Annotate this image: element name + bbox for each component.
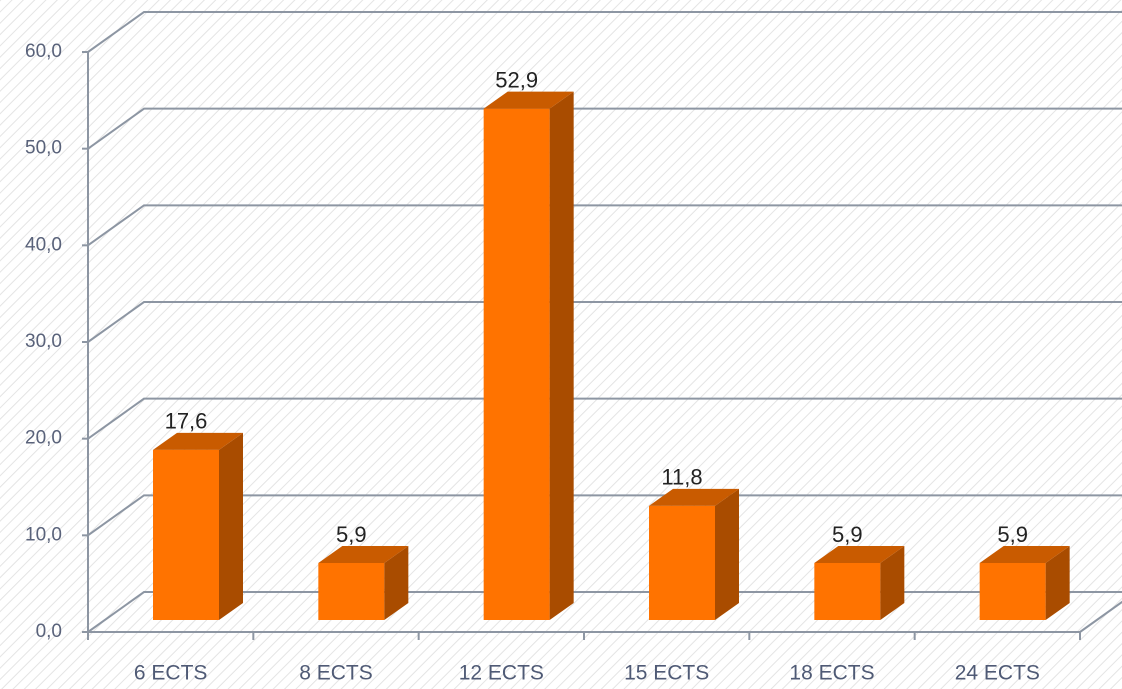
- bar-top: [814, 545, 905, 563]
- bar: [814, 562, 881, 620]
- bar-top: [153, 432, 243, 450]
- x-tick-label: 15 ECTS: [624, 662, 709, 685]
- bar: [649, 505, 715, 620]
- bar-top: [483, 91, 574, 109]
- grid-line: [87, 107, 1122, 150]
- bar-side: [715, 488, 739, 620]
- bar-side: [219, 432, 243, 620]
- grid-line: [87, 301, 1122, 343]
- x-tick-label: 8 ECTS: [299, 662, 373, 685]
- bar: [979, 562, 1046, 620]
- value-label: 52,9: [495, 67, 538, 92]
- grid-line: [87, 494, 1122, 537]
- bar-side: [880, 545, 905, 620]
- y-tick-label: 20,0: [25, 428, 62, 449]
- y-tick-label: 50,0: [25, 138, 62, 159]
- x-tick-label: 24 ECTS: [955, 662, 1040, 685]
- x-tick-label: 6 ECTS: [134, 662, 208, 685]
- bar: [483, 108, 550, 620]
- value-label: 11,8: [661, 465, 702, 490]
- x-tick-label: 12 ECTS: [459, 662, 544, 685]
- bar-top: [979, 545, 1070, 563]
- grid-line: [87, 591, 1122, 633]
- grid-line: [87, 397, 1122, 440]
- grid-line: [87, 204, 1122, 247]
- y-tick-label: 10,0: [25, 524, 62, 545]
- bar-top: [649, 488, 739, 506]
- value-label: 5,9: [832, 522, 863, 547]
- x-tick-label: 18 ECTS: [789, 662, 874, 685]
- value-label: 5,9: [336, 522, 367, 547]
- y-tick-label: 0,0: [36, 621, 62, 642]
- bar: [153, 449, 219, 620]
- bar-side: [1045, 545, 1070, 620]
- y-tick-label: 60,0: [25, 41, 62, 62]
- bar-side: [549, 91, 574, 621]
- bar: [318, 562, 385, 620]
- value-label: 5,9: [997, 522, 1028, 547]
- grid-line: [87, 11, 1122, 53]
- y-tick-label: 30,0: [25, 331, 62, 352]
- y-tick-label: 40,0: [25, 234, 62, 255]
- bar-side: [384, 545, 409, 620]
- floor-edge: [1079, 600, 1122, 633]
- value-label: 17,6: [165, 409, 208, 434]
- bar-top: [318, 545, 409, 563]
